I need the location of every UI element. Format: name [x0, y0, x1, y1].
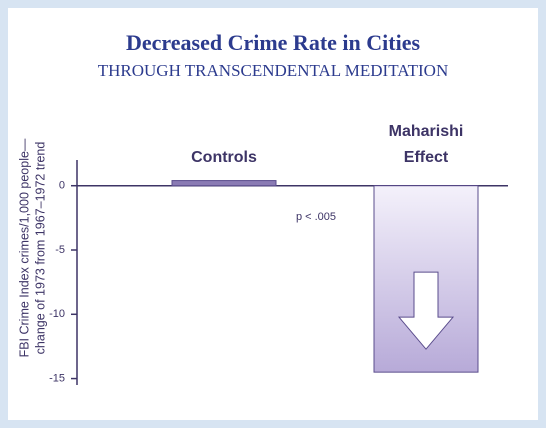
y-tick-label: 0: [59, 180, 65, 192]
category-label: Controls: [191, 149, 257, 166]
chart-title: Decreased Crime Rate in Cities: [126, 30, 420, 55]
y-tick-label: -10: [49, 308, 65, 320]
bar: [171, 180, 277, 187]
y-tick-label: -5: [55, 244, 65, 256]
category-label: Maharishi Effect: [389, 123, 464, 166]
y-tick-label: -15: [49, 372, 65, 384]
chart-subtitle: THROUGH TRANSCENDENTAL MEDITATION: [98, 61, 448, 80]
y-axis-label: change of 1973 from 1967–1972 trend: [33, 142, 47, 355]
annotation: p < .005: [296, 211, 336, 223]
y-axis-label: FBI Crime Index crimes/1,000 people—: [17, 138, 31, 357]
arrow-icon: [397, 271, 455, 350]
